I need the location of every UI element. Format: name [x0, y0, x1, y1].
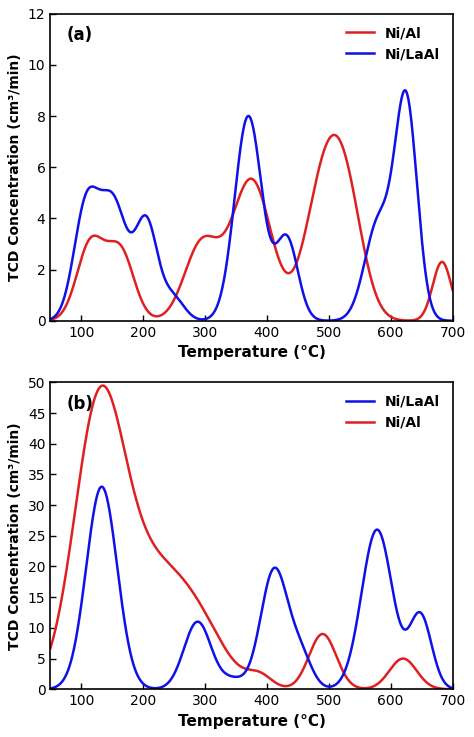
- Text: (a): (a): [66, 26, 92, 44]
- X-axis label: Temperature (°C): Temperature (°C): [178, 345, 325, 360]
- Text: (b): (b): [66, 394, 93, 413]
- Y-axis label: TCD Concentration (cm³/min): TCD Concentration (cm³/min): [9, 422, 22, 649]
- X-axis label: Temperature (°C): Temperature (°C): [178, 713, 325, 729]
- Legend: Ni/LaAl, Ni/Al: Ni/LaAl, Ni/Al: [340, 389, 446, 436]
- Y-axis label: TCD Concentration (cm³/min): TCD Concentration (cm³/min): [9, 54, 22, 281]
- Legend: Ni/Al, Ni/LaAl: Ni/Al, Ni/LaAl: [340, 21, 446, 67]
